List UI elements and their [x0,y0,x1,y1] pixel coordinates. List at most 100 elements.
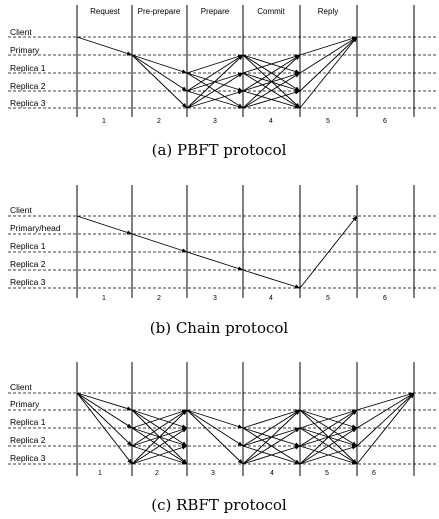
reply-message [356,392,415,447]
request-message [76,392,133,411]
rbft-row-label-replica-3: Replica 3 [10,453,46,463]
rbft-step-4: 4 [270,470,274,477]
commit-message [242,54,301,92]
prepare-message [186,72,244,109]
pbft-row-label-client: Client [10,27,32,37]
pbft-step-4: 4 [269,118,273,125]
pbft-dashed-lines [8,36,436,109]
pbft-phase-pre-prepare: Pre-prepare [138,7,181,16]
chain-messages [76,215,358,289]
commit-message [299,409,358,465]
reply-message [356,392,415,429]
chain-row-label-replica-3: Replica 3 [10,277,46,287]
pbft-phase-prepare: Prepare [201,7,230,16]
prepare-message [242,427,301,465]
commit-message [299,409,358,447]
reply-message [299,36,358,109]
prepare-message [242,409,301,465]
chain-message [186,251,244,271]
rbft-row-label-replica-1: Replica 1 [10,417,46,427]
chain-phase-dividers [76,185,415,298]
reply-message [299,36,358,74]
rbft-step-3: 3 [211,470,215,477]
propagate-message [131,409,188,447]
reply-message [299,36,358,92]
pbft-step-5: 5 [326,118,330,125]
request-message [76,215,133,235]
chain-dashed-lines [8,215,436,289]
request-message [76,392,133,465]
reply-message [299,36,358,56]
pre-prepare-message [186,409,244,429]
request-message [76,36,133,56]
pbft-messages [76,36,358,109]
pre-prepare-message [131,54,188,74]
chain-diagram: Client Primary/head Replica 1 Replica 2 … [8,185,436,337]
propagate-message [131,409,188,465]
reply-message [356,392,415,411]
pbft-phase-request: Request [90,7,121,16]
pbft-diagram: Client Primary Replica 1 Replica 2 Repli… [8,5,436,159]
rbft-messages [76,392,415,465]
pbft-row-label-replica-1: Replica 1 [10,63,46,73]
prepare-message [242,409,301,447]
commit-message [242,54,301,109]
pre-prepare-message [131,54,188,92]
request-message [76,392,133,447]
commit-message [242,72,301,109]
propagate-message [131,445,188,465]
commit-message [299,445,358,465]
prepare-message [186,54,244,74]
chain-step-1: 1 [102,295,106,302]
pbft-caption: (a) PBFT protocol [152,141,287,159]
request-message [76,392,133,429]
prepare-message [186,90,244,109]
commit-message [242,54,301,74]
commit-message [242,90,301,109]
chain-message [131,233,188,253]
rbft-step-5: 5 [325,470,329,477]
chain-row-label-client: Client [10,205,32,215]
rbft-step-2: 2 [155,470,159,477]
chain-step-2: 2 [157,295,161,302]
propagate-message [131,427,188,465]
propagate-message [131,409,188,429]
pbft-phase-commit: Commit [257,7,285,16]
pbft-row-label-primary: Primary [10,45,40,55]
chain-step-4: 4 [269,295,273,302]
pbft-row-label-replica-2: Replica 2 [10,81,46,91]
pbft-step-3: 3 [213,118,217,125]
chain-step-6: 6 [383,295,387,302]
prepare-message [186,54,244,109]
reply-message [299,215,358,289]
pre-prepare-message [131,54,188,109]
rbft-step-1: 1 [98,470,102,477]
pbft-step-2: 2 [157,118,161,125]
rbft-row-label-replica-2: Replica 2 [10,435,46,445]
chain-message [242,269,301,289]
prepare-message [242,409,301,429]
pbft-step-1: 1 [102,118,106,125]
pbft-row-label-replica-3: Replica 3 [10,98,46,108]
prepare-message [242,445,301,465]
chain-row-label-primary-head: Primary/head [10,223,61,233]
chain-step-3: 3 [213,295,217,302]
rbft-row-label-primary: Primary [10,399,40,409]
pbft-phase-reply: Reply [318,7,338,16]
rbft-dashed-lines [8,392,436,465]
pre-prepare-message [186,409,244,465]
reply-message [356,392,415,465]
commit-message [299,427,358,465]
rbft-row-label-client: Client [10,382,32,392]
prepare-message [186,54,244,92]
rbft-phase-dividers [76,362,415,476]
chain-caption: (b) Chain protocol [150,319,289,337]
chain-step-5: 5 [326,295,330,302]
pbft-phase-dividers [76,5,415,117]
rbft-caption: (c) RBFT protocol [151,496,287,514]
chain-row-label-replica-2: Replica 2 [10,259,46,269]
pbft-step-6: 6 [383,118,387,125]
pre-prepare-message [186,409,244,447]
rbft-diagram: Client Primary Replica 1 Replica 2 Repli… [8,362,436,514]
